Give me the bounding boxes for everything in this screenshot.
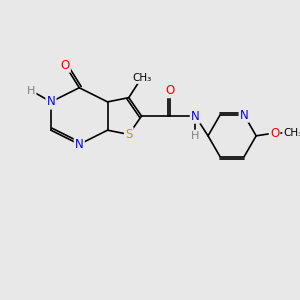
Text: N: N [46,95,55,108]
Text: S: S [125,128,133,141]
Text: N: N [240,109,248,122]
Text: N: N [75,138,84,151]
Text: CH₃: CH₃ [283,128,300,138]
Text: O: O [270,127,279,140]
Text: N: N [191,110,200,122]
Text: O: O [165,84,174,97]
Text: H: H [191,131,200,141]
Text: H: H [27,85,35,96]
Text: CH₃: CH₃ [132,73,151,83]
Text: O: O [61,58,70,72]
